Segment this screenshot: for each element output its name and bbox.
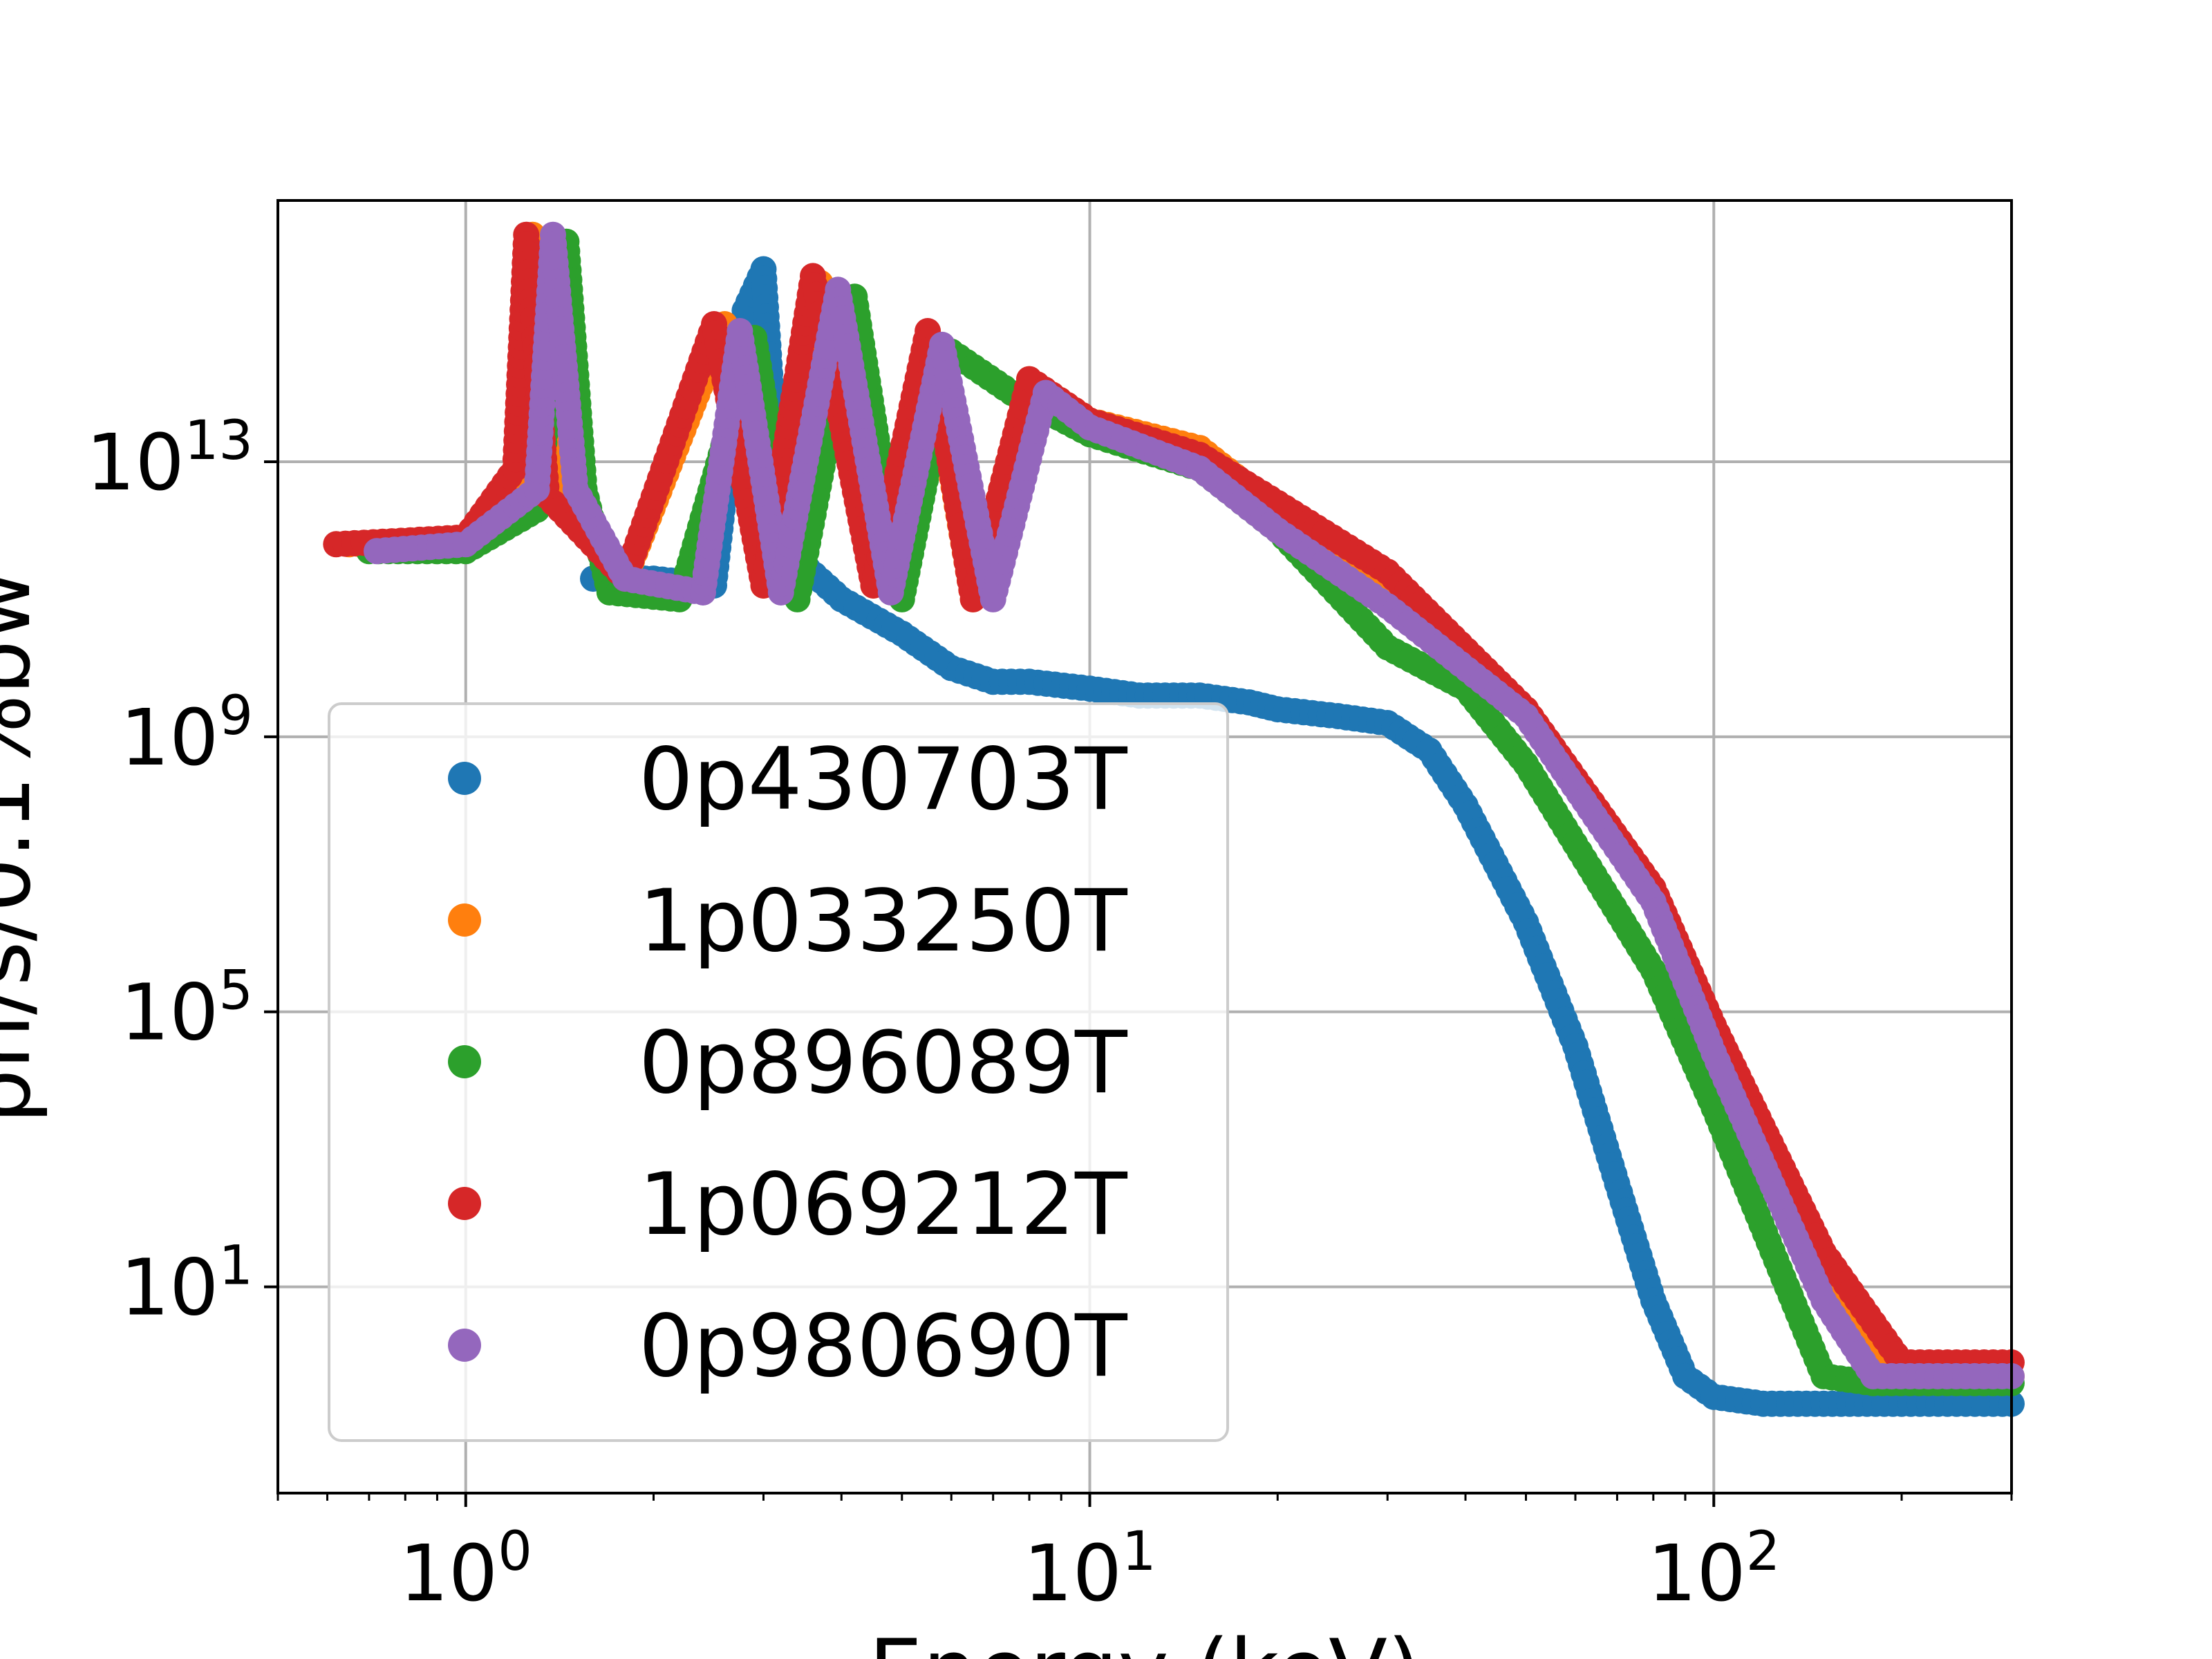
legend-label: 1p069212T (639, 1155, 1128, 1255)
series-0p980690T (364, 221, 2025, 1389)
legend-label: 1p033250T (639, 872, 1128, 971)
legend-marker (448, 903, 481, 937)
y-tick-label: 101 (120, 1235, 253, 1333)
x-tick-label: 101 (1023, 1521, 1156, 1619)
legend-box (328, 702, 1229, 1442)
legend-marker (448, 1187, 481, 1220)
x-axis-label: Energy (keV) (869, 1622, 1421, 1659)
y-axis-label: ph/s/0.1%bw (0, 570, 50, 1124)
series-layer (323, 221, 2025, 1417)
legend: 0p430703T 1p033250T 0p896089T 1p069212T 0p98… (328, 702, 1229, 1442)
x-tick-label: 102 (1647, 1521, 1780, 1619)
legend-label: 0p980690T (639, 1297, 1128, 1396)
y-tick-label: 1013 (86, 410, 253, 508)
y-tick-label: 109 (120, 685, 253, 783)
axis-ticks: 100 101 102 101 105 109 1013 (86, 410, 2013, 1619)
legend-label: 0p896089T (639, 1013, 1128, 1113)
legend-marker (448, 1329, 481, 1362)
x-tick-label: 100 (400, 1521, 532, 1619)
legend-marker (448, 1045, 481, 1078)
y-tick-label: 105 (120, 960, 253, 1058)
legend-marker (448, 762, 481, 795)
plot-area-frame (276, 199, 2013, 1494)
legend-label: 0p430703T (639, 730, 1128, 830)
